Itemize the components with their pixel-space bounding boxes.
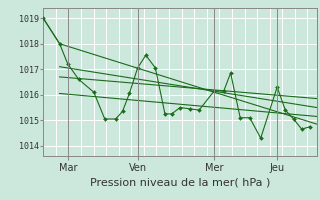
X-axis label: Pression niveau de la mer( hPa ): Pression niveau de la mer( hPa ) — [90, 177, 270, 187]
